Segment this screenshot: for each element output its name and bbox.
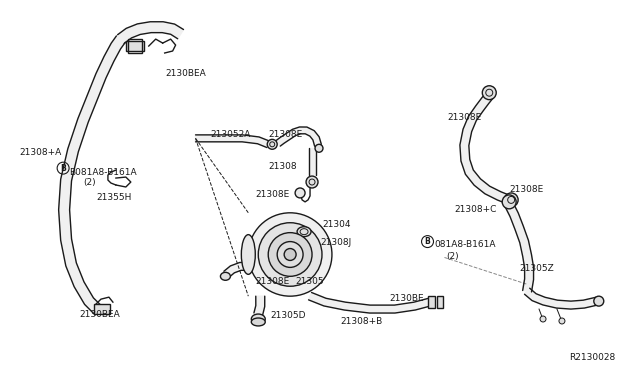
Text: (2): (2) — [83, 178, 95, 187]
Circle shape — [504, 193, 518, 207]
Text: 2130BEA: 2130BEA — [166, 69, 207, 78]
Text: 213052A: 213052A — [211, 131, 251, 140]
FancyBboxPatch shape — [438, 296, 444, 308]
Circle shape — [295, 188, 305, 198]
Polygon shape — [118, 22, 184, 44]
Polygon shape — [308, 148, 316, 175]
FancyBboxPatch shape — [126, 41, 144, 51]
Circle shape — [268, 232, 312, 276]
FancyBboxPatch shape — [428, 296, 435, 308]
Text: 2130BE: 2130BE — [390, 294, 424, 303]
Ellipse shape — [241, 235, 255, 274]
Circle shape — [259, 223, 322, 286]
Text: B: B — [60, 164, 66, 173]
Text: 21355H: 21355H — [96, 193, 131, 202]
Text: 21308: 21308 — [268, 162, 297, 171]
Circle shape — [540, 316, 546, 322]
Polygon shape — [254, 296, 265, 315]
Text: 21308E: 21308E — [255, 190, 289, 199]
Text: 21305Z: 21305Z — [519, 264, 554, 273]
Circle shape — [306, 176, 318, 188]
Polygon shape — [308, 292, 431, 313]
Text: 21308+A: 21308+A — [19, 148, 61, 157]
Text: 21308E: 21308E — [509, 185, 543, 194]
Text: 21305D: 21305D — [270, 311, 306, 320]
Polygon shape — [460, 93, 511, 204]
Text: B081A8-B161A: B081A8-B161A — [69, 168, 137, 177]
Text: 2130BEA: 2130BEA — [79, 310, 120, 319]
Ellipse shape — [220, 272, 230, 280]
Polygon shape — [224, 262, 248, 278]
Text: 21304: 21304 — [322, 220, 351, 229]
Text: 21308+B: 21308+B — [340, 317, 382, 326]
Ellipse shape — [297, 227, 311, 237]
Polygon shape — [525, 288, 598, 309]
Text: R2130028: R2130028 — [569, 353, 615, 362]
Text: 21308E: 21308E — [447, 113, 482, 122]
Circle shape — [248, 213, 332, 296]
Circle shape — [277, 241, 303, 267]
Polygon shape — [505, 203, 534, 292]
Text: 21308E: 21308E — [255, 277, 289, 286]
Ellipse shape — [252, 318, 265, 326]
Polygon shape — [196, 135, 269, 148]
Polygon shape — [276, 127, 321, 146]
Text: 21308E: 21308E — [268, 131, 303, 140]
Text: (2): (2) — [447, 251, 459, 260]
Circle shape — [315, 144, 323, 152]
Text: 21308+C: 21308+C — [454, 205, 497, 214]
Circle shape — [268, 140, 277, 149]
Text: B: B — [425, 237, 431, 246]
FancyBboxPatch shape — [94, 304, 110, 314]
Ellipse shape — [252, 314, 265, 324]
Circle shape — [502, 195, 516, 209]
Circle shape — [594, 296, 604, 306]
Text: 21305: 21305 — [295, 277, 324, 286]
Text: 21308J: 21308J — [320, 238, 351, 247]
Polygon shape — [59, 36, 125, 315]
Text: 081A8-B161A: 081A8-B161A — [435, 240, 496, 248]
Circle shape — [483, 86, 496, 100]
Circle shape — [284, 248, 296, 260]
Circle shape — [559, 318, 565, 324]
